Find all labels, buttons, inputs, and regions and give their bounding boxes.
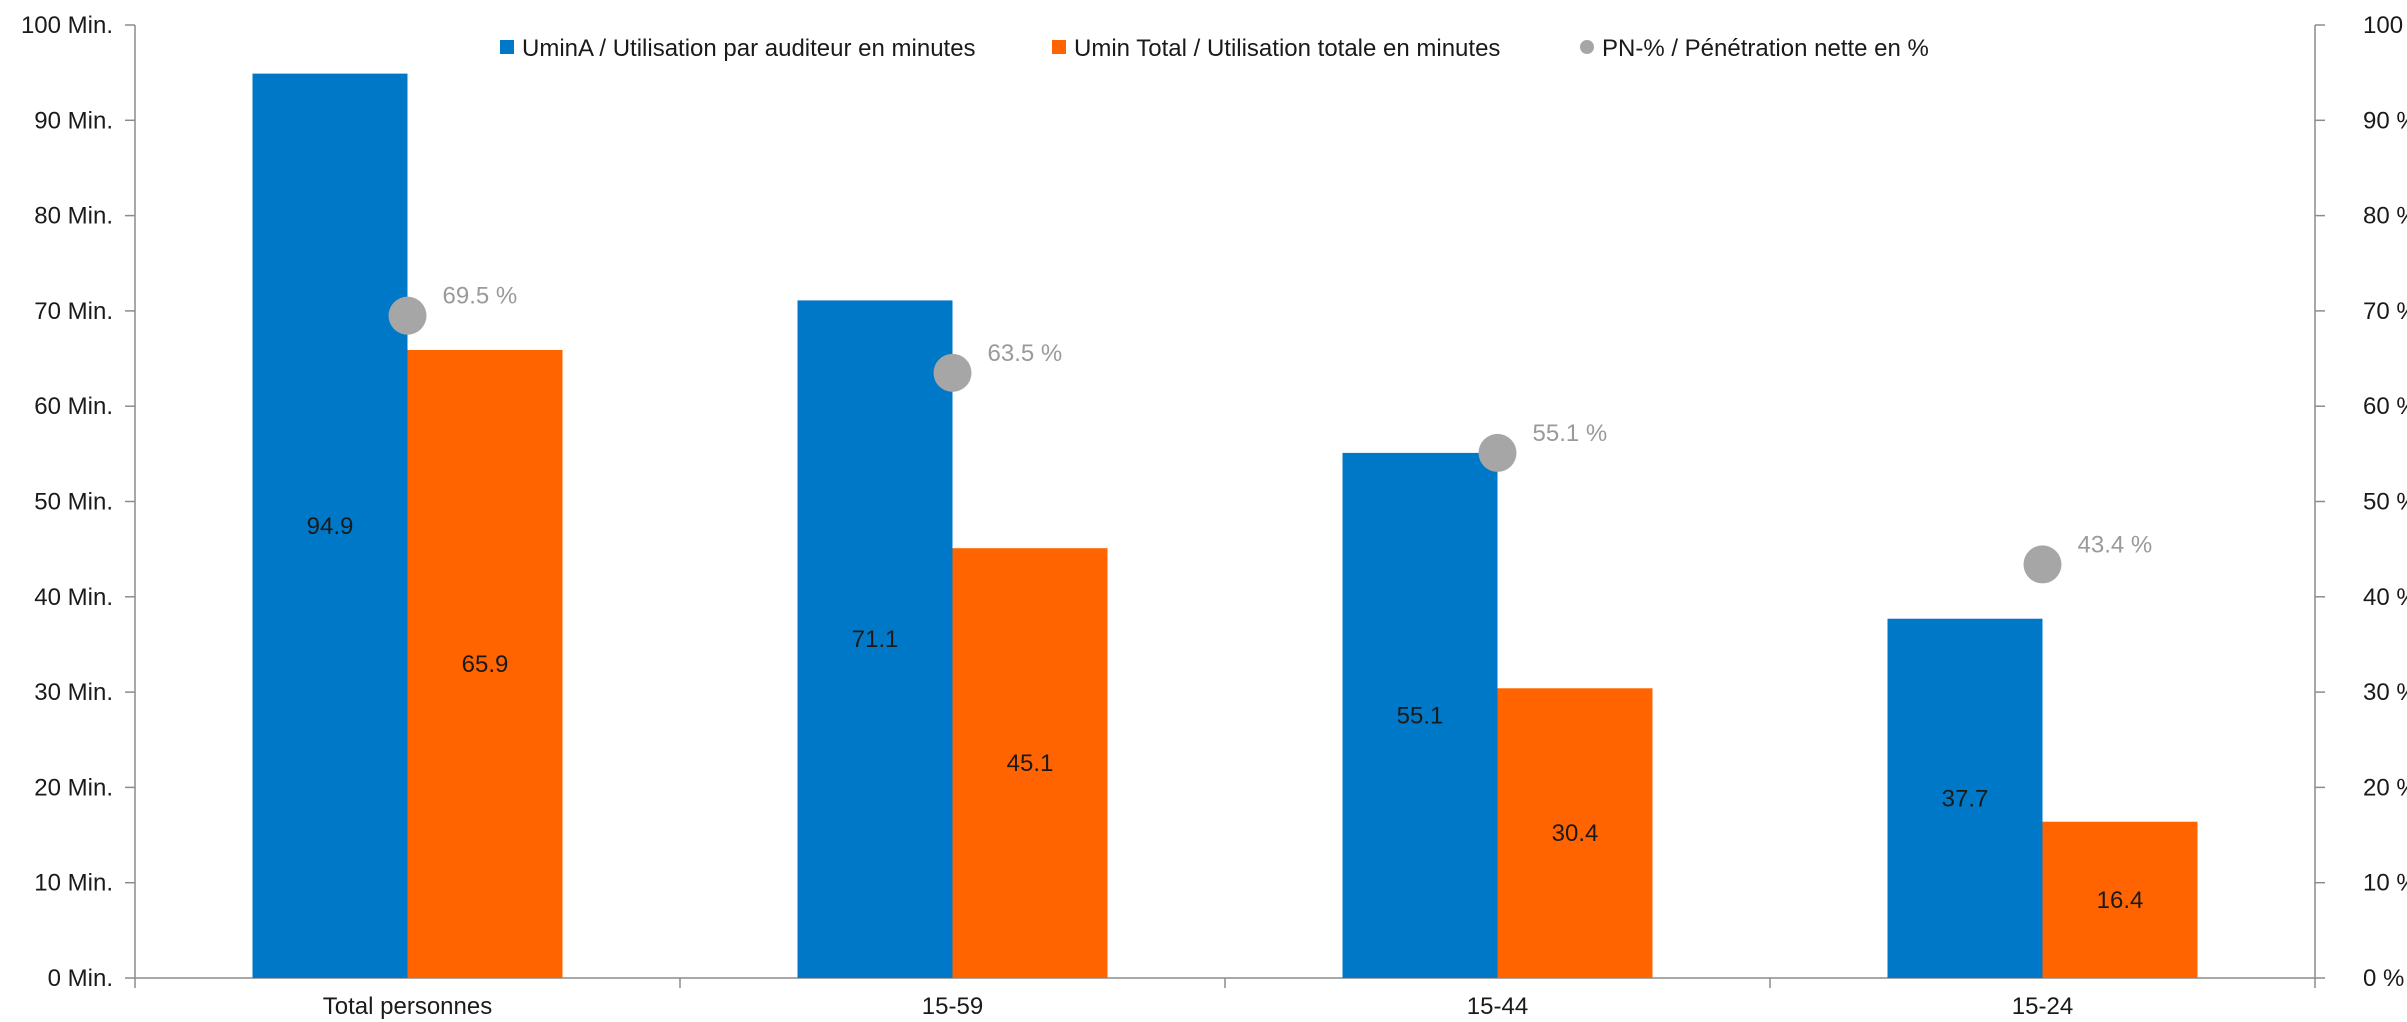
right-axis-tick-label: 40 %	[2363, 584, 2407, 611]
x-axis-category-label: 15-44	[1467, 993, 1528, 1020]
penetration-point	[1478, 433, 1517, 472]
bar-value-label: 16.4	[2097, 887, 2144, 914]
chart-axes: 0 Min. 10 Min. 20 Min. 30 Min. 40 Min. 50 Min…	[21, 12, 2407, 1020]
chart-points: 69.5 % 63.5 % 55.1 % 43.4 %	[388, 283, 2153, 584]
right-axis-tick-label: 60 %	[2363, 393, 2407, 420]
bar-value-label: 45.1	[1007, 750, 1054, 777]
right-axis-tick-label: 80 %	[2363, 203, 2407, 230]
right-axis-tick-label: 70 %	[2363, 298, 2407, 325]
right-axis-tick-label: 0 %	[2363, 965, 2404, 992]
bar-value-label: 94.9	[307, 513, 354, 540]
left-axis-tick-label: 70 Min.	[34, 298, 113, 325]
left-axis-tick-label: 90 Min.	[34, 107, 113, 134]
right-axis-tick-label: 30 %	[2363, 679, 2407, 706]
left-axis-tick-label: 80 Min.	[34, 203, 113, 230]
left-axis-tick-label: 10 Min.	[34, 870, 113, 897]
legend-label: Umin Total / Utilisation totale en minut…	[1074, 35, 1500, 62]
x-axis-category-label: 15-24	[2012, 993, 2073, 1020]
left-axis-tick-label: 0 Min.	[48, 965, 113, 992]
bar-value-label: 71.1	[852, 626, 899, 653]
penetration-point	[2023, 545, 2062, 584]
penetration-point-label: 43.4 %	[2078, 531, 2153, 558]
legend-swatch	[500, 40, 514, 54]
legend-label: PN-% / Pénétration nette en %	[1602, 35, 1929, 62]
bar-umina	[1887, 618, 2043, 978]
legend-swatch	[1052, 40, 1066, 54]
chart-bars: 94.9 65.9 71.1 45.1 55.1 30.4 37.7 16.4	[252, 73, 2198, 979]
bar-umina	[797, 300, 953, 978]
bar-value-label: 65.9	[462, 651, 509, 678]
penetration-point-label: 63.5 %	[988, 340, 1063, 367]
bar-value-label: 30.4	[1552, 820, 1599, 847]
left-axis-tick-label: 40 Min.	[34, 584, 113, 611]
bar-umina	[252, 73, 408, 978]
bar-umin-total	[1497, 688, 1653, 978]
left-axis-tick-label: 60 Min.	[34, 393, 113, 420]
penetration-point-label: 55.1 %	[1533, 420, 1608, 447]
bar-value-label: 37.7	[1942, 785, 1989, 812]
left-axis-tick-label: 20 Min.	[34, 774, 113, 801]
left-axis-tick-label: 30 Min.	[34, 679, 113, 706]
chart-legend: UminA / Utilisation par auditeur en minu…	[500, 35, 1929, 62]
bar-umin-total	[407, 349, 563, 978]
x-axis-category-label: Total personnes	[323, 993, 492, 1020]
bar-value-label: 55.1	[1397, 702, 1444, 729]
legend-label: UminA / Utilisation par auditeur en minu…	[522, 35, 976, 62]
left-axis-tick-label: 50 Min.	[34, 489, 113, 516]
right-axis-tick-label: 10 %	[2363, 870, 2407, 897]
penetration-point-label: 69.5 %	[443, 283, 518, 310]
penetration-point	[388, 296, 427, 335]
x-axis-category-label: 15-59	[922, 993, 983, 1020]
right-axis-tick-label: 20 %	[2363, 774, 2407, 801]
right-axis-tick-label: 50 %	[2363, 489, 2407, 516]
penetration-point	[933, 353, 972, 392]
bar-umin-total	[952, 548, 1108, 978]
right-axis-tick-label: 90 %	[2363, 107, 2407, 134]
bar-umin-total	[2042, 821, 2198, 978]
right-axis-tick-label: 100 %	[2363, 12, 2407, 39]
legend-swatch	[1580, 40, 1594, 54]
left-axis-tick-label: 100 Min.	[21, 12, 113, 39]
bar-umina	[1342, 452, 1498, 979]
